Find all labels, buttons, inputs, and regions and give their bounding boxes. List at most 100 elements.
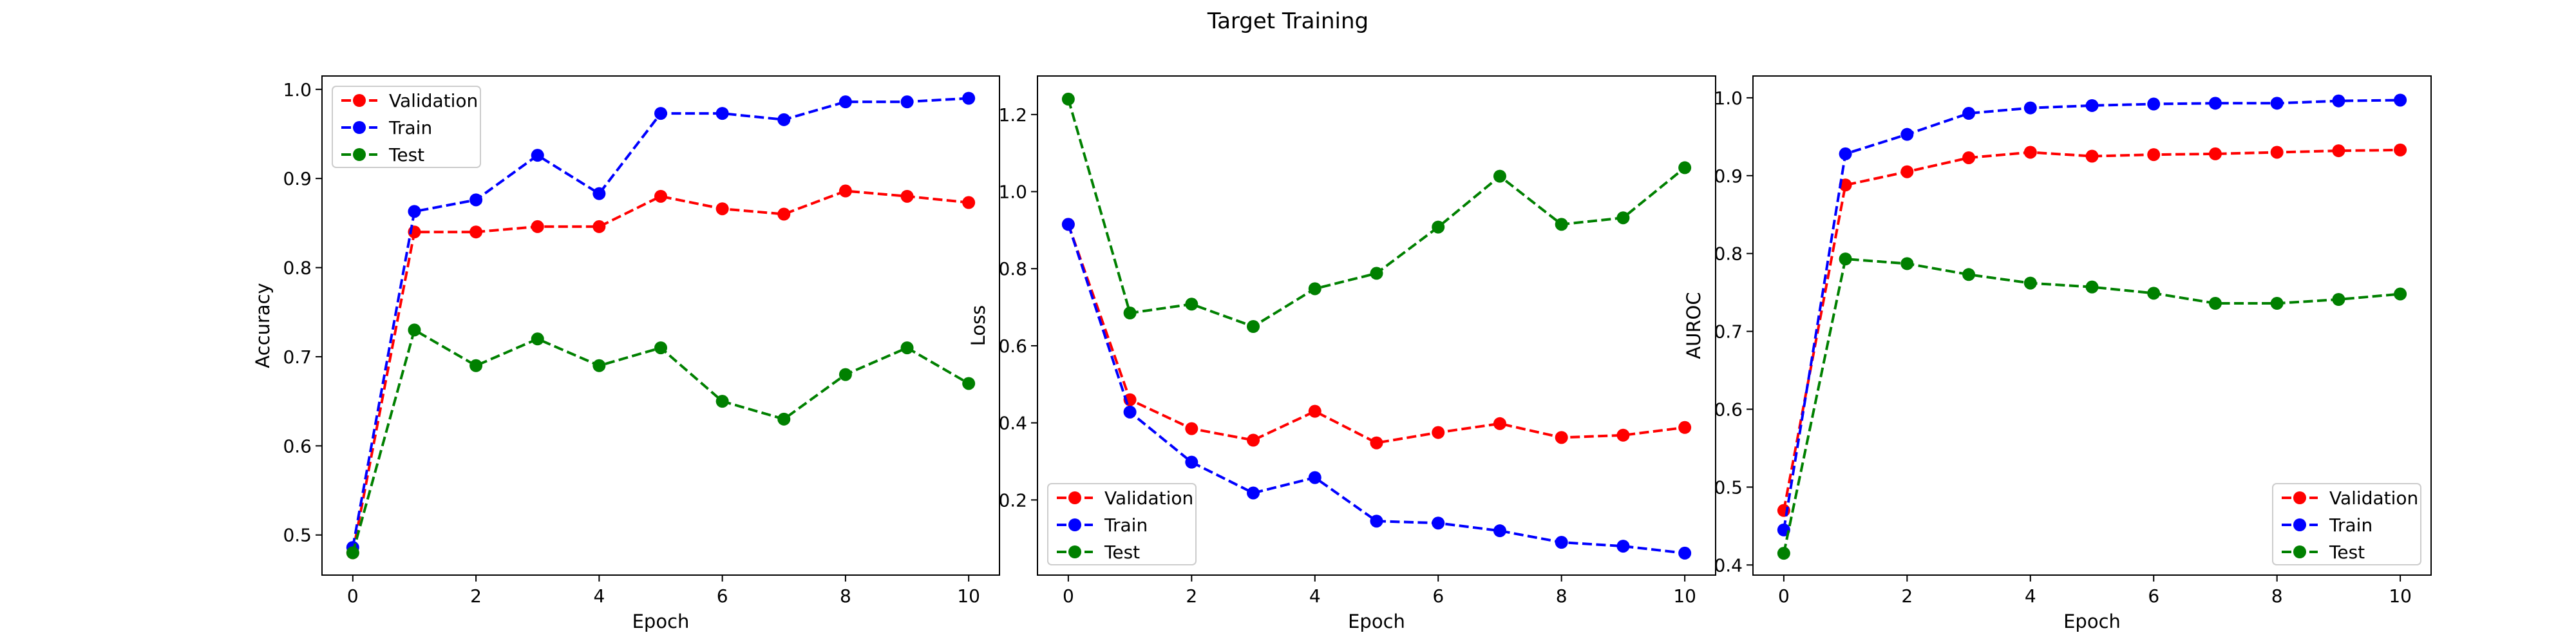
legend-swatch-marker <box>2293 545 2306 558</box>
legend-label: Train <box>388 117 432 138</box>
subplot-2: 0 2 4 6 8 10 0.2 0.4 0.6 0.8 1.0 1.2 Epoch Loss Valida… <box>967 75 1716 632</box>
legend-box <box>332 86 481 168</box>
data-point <box>1370 436 1383 450</box>
series-line <box>1782 99 2401 531</box>
series-validation <box>1061 218 1692 450</box>
y-tick-label: 0.7 <box>1714 321 1743 343</box>
data-point <box>2332 94 2345 108</box>
legend-box <box>1047 483 1197 565</box>
data-point <box>1185 422 1198 435</box>
data-point <box>2023 276 2037 290</box>
data-point <box>1185 455 1198 469</box>
y-axis-label: Loss <box>967 305 989 346</box>
y-axis-label: AUROC <box>1683 292 1705 359</box>
x-axis-label: Epoch <box>1348 611 1405 632</box>
x-tick-label: 6 <box>717 585 728 607</box>
legend-swatch-marker <box>1068 518 1081 531</box>
data-point <box>2270 97 2284 110</box>
data-point <box>715 107 729 120</box>
data-point <box>1308 404 1321 418</box>
data-point <box>1839 178 1852 192</box>
data-point <box>838 95 852 109</box>
series-line <box>351 328 970 553</box>
x-tick-label: 10 <box>1673 585 1696 607</box>
y-tick-label: 0.5 <box>283 525 312 546</box>
data-point <box>962 377 976 390</box>
data-point <box>1900 165 1914 178</box>
legend-label: Validation <box>2329 488 2418 509</box>
x-tick-label: 8 <box>840 585 851 607</box>
y-tick-label: 1.0 <box>1714 88 1743 109</box>
y-tick-label: 0.9 <box>1714 166 1743 187</box>
data-point <box>1962 107 1976 120</box>
series-line <box>1782 148 2401 511</box>
data-point <box>1061 218 1075 231</box>
data-point <box>2147 97 2161 111</box>
data-point <box>2147 287 2161 300</box>
data-point <box>838 184 852 198</box>
data-point <box>2023 146 2037 159</box>
data-point <box>2208 297 2222 310</box>
data-point <box>654 107 667 120</box>
data-point <box>1555 536 1568 549</box>
series-validation <box>1777 143 2407 517</box>
legend-label: Validation <box>1104 488 1193 509</box>
data-point <box>1777 547 1790 560</box>
legend-label: Test <box>2329 542 2365 563</box>
legend-swatch-marker <box>1068 491 1081 504</box>
legend-swatch-marker <box>353 94 366 107</box>
legend-label: Validation <box>389 90 478 111</box>
legend-swatch-marker <box>353 121 366 134</box>
x-tick-label: 6 <box>2148 585 2159 607</box>
data-point <box>531 149 544 162</box>
data-point <box>2270 146 2284 159</box>
data-point <box>1123 307 1137 320</box>
legend: Validation Train Test <box>2272 483 2421 565</box>
legend: Validation Train Test <box>332 86 481 168</box>
legend-label: Test <box>388 144 424 166</box>
data-point <box>1370 515 1383 528</box>
data-point <box>1493 169 1506 183</box>
x-tick-label: 6 <box>1432 585 1444 607</box>
x-tick-label: 4 <box>2025 585 2036 607</box>
data-point <box>777 412 791 426</box>
data-point <box>1123 405 1137 419</box>
data-point <box>2147 148 2161 162</box>
data-point <box>1616 540 1630 553</box>
x-tick-label: 2 <box>1901 585 1913 607</box>
series-train <box>1061 218 1692 560</box>
data-point <box>1839 252 1852 266</box>
data-point <box>2085 99 2099 112</box>
data-point <box>715 395 729 408</box>
data-point <box>715 202 729 216</box>
data-point <box>2085 280 2099 294</box>
subplots: 0 2 4 6 8 10 0.5 0.6 0.7 0.8 0.9 1.0 Epoch Accuracy Va… <box>252 75 2432 632</box>
legend-label: Train <box>2329 515 2372 536</box>
data-point <box>2023 101 2037 115</box>
data-point <box>469 193 483 207</box>
data-point <box>1432 516 1445 530</box>
data-point <box>1962 268 1976 281</box>
x-tick-label: 10 <box>957 585 980 607</box>
y-tick-label: 1.0 <box>998 182 1027 203</box>
data-point <box>900 95 914 109</box>
data-point <box>1247 433 1260 447</box>
y-tick-label: 0.6 <box>283 435 312 457</box>
legend-label: Test <box>1104 542 1140 563</box>
data-point <box>1678 546 1692 560</box>
data-point <box>1308 282 1321 296</box>
subplot-3: 0 2 4 6 8 10 0.4 0.5 0.6 0.7 0.8 0.9 1.0 Epoch AUROC Va… <box>1683 75 2432 632</box>
data-point <box>1370 267 1383 280</box>
data-point <box>1962 151 1976 164</box>
y-tick-label: 0.6 <box>998 336 1027 357</box>
x-tick-label: 4 <box>593 585 605 607</box>
y-tick-label: 0.8 <box>283 258 312 279</box>
data-point <box>1555 218 1568 231</box>
axes-frame <box>1752 75 2432 576</box>
data-point <box>1308 471 1321 484</box>
data-point <box>1900 257 1914 270</box>
data-point <box>1432 426 1445 439</box>
y-tick-label: 0.9 <box>283 168 312 189</box>
data-point <box>1839 147 1852 160</box>
data-point <box>654 189 667 203</box>
